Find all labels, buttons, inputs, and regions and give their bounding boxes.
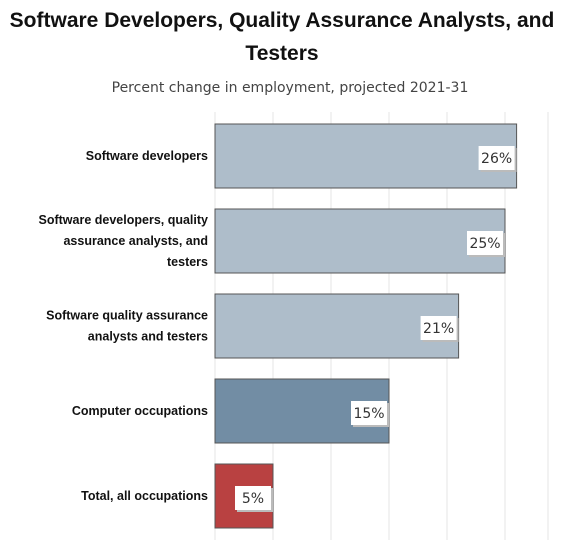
value-label-box-3 — [351, 401, 387, 425]
value-label-box-4 — [235, 486, 271, 510]
bar-2 — [214, 293, 460, 359]
category-labels: Software developers Software developers, … — [39, 149, 209, 503]
value-label-box-0 — [478, 146, 515, 170]
value-label-box-1 — [467, 231, 503, 255]
bars: 26% 25% 21% 15% 5% — [214, 123, 518, 529]
value-label-box-2 — [420, 316, 457, 340]
category-label-4: Total, all occupations — [81, 489, 208, 503]
category-label-1: Software developers, quality assurance an… — [39, 213, 209, 269]
value-label-1: 25% — [469, 236, 500, 252]
value-label-3: 15% — [353, 406, 384, 422]
bar-0 — [214, 123, 518, 189]
category-label-0: Software developers — [86, 149, 208, 163]
value-label-2: 21% — [423, 321, 454, 337]
category-label-2: Software quality assurance analysts and t… — [46, 309, 208, 344]
chart-title: Software Developers, Quality Assurance A… — [9, 9, 555, 65]
chart-subtitle: Percent change in employment, projected … — [111, 80, 469, 96]
bar-1 — [214, 208, 506, 274]
value-label-0: 26% — [481, 151, 512, 167]
value-label-4: 5% — [242, 491, 264, 507]
category-label-3: Computer occupations — [72, 404, 208, 418]
